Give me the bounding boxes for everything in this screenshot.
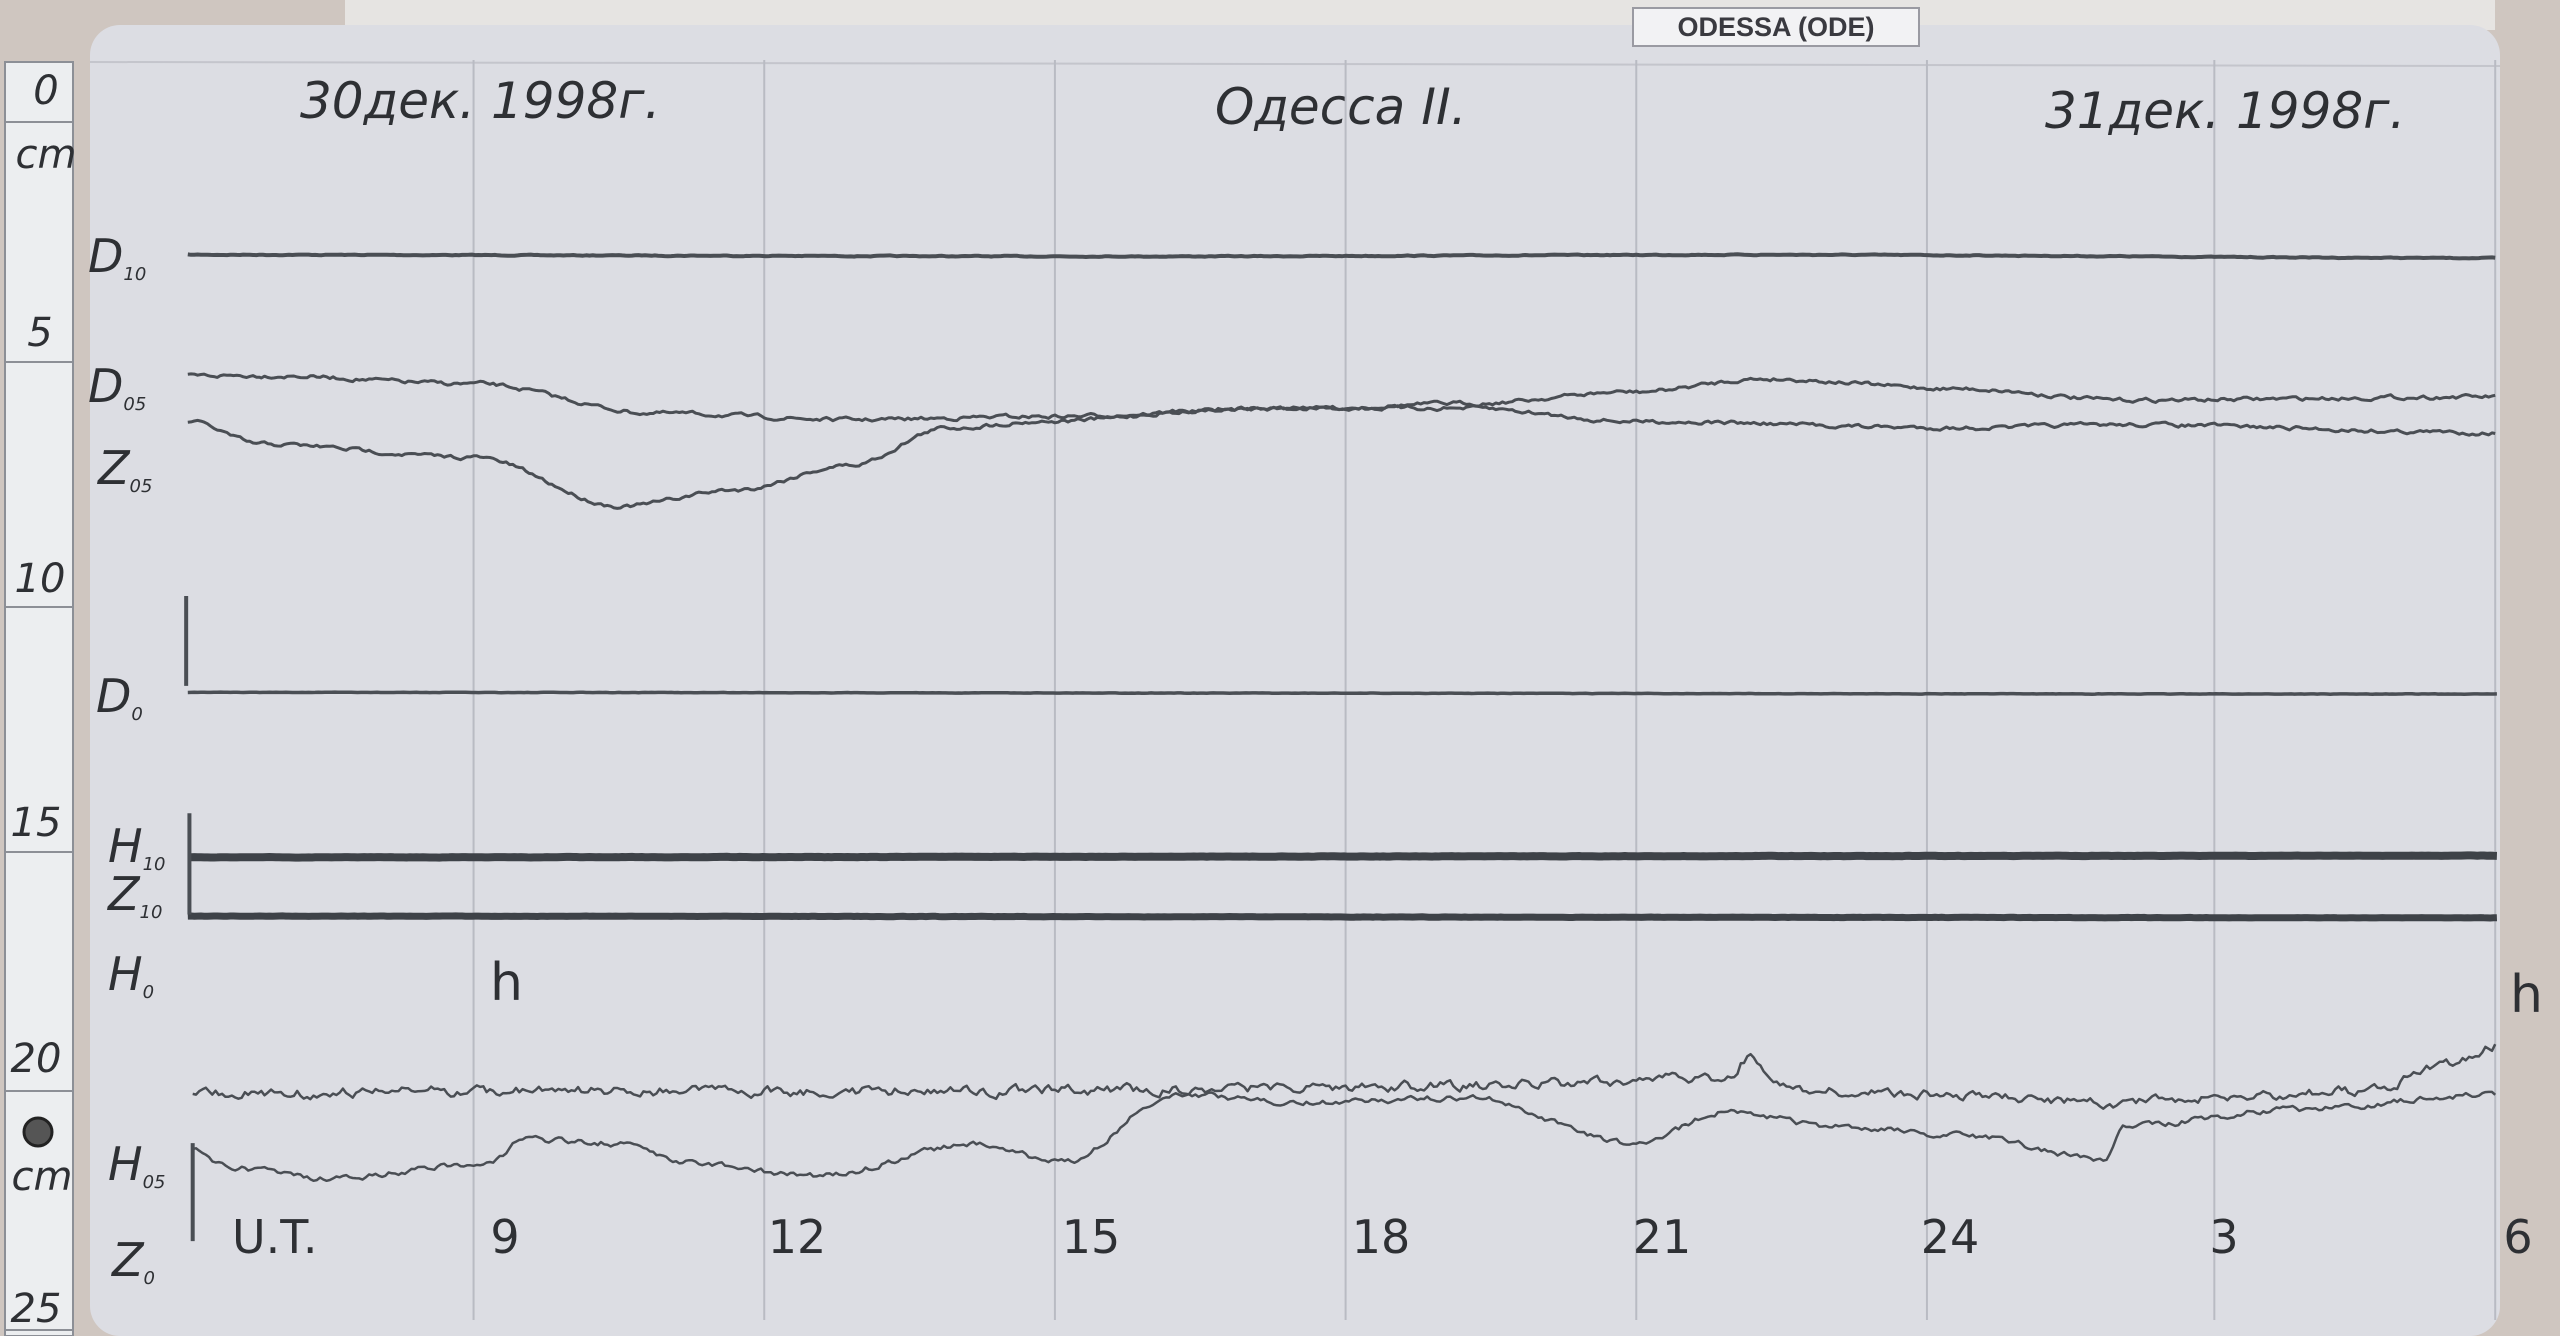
ruler-label: 0 (33, 68, 58, 114)
ruler-label: cm (16, 132, 77, 178)
time-label: U.T. (232, 1210, 318, 1264)
trace (187, 404, 2496, 510)
ruler-eye (22, 1116, 54, 1148)
trace-label: Z10 (106, 867, 162, 923)
time-label: 12 (768, 1210, 827, 1264)
traces (184, 252, 2498, 1242)
ruler-label: 5 (27, 310, 52, 356)
trace-letter: H (108, 819, 143, 873)
date-end: 31дек. 1998г. (2045, 82, 2405, 140)
trace-subscript: 10 (140, 902, 163, 923)
trace (187, 912, 2498, 922)
trace-letter: Z (106, 867, 141, 921)
trace (192, 1090, 2497, 1183)
ruler-scale: 0 cm 5 10 15 20 cm 25 (5, 68, 76, 1332)
trace-letter: D (96, 669, 131, 723)
paper (90, 25, 2500, 1336)
trace-subscript: 0 (143, 982, 154, 1003)
date-start: 30дек. 1998г. (300, 72, 660, 130)
trace-letter: Z (96, 441, 131, 495)
hour-mark: h (490, 953, 523, 1013)
trace-subscript: 0 (144, 1268, 155, 1289)
ruler-label: 20 (11, 1036, 62, 1082)
trace-label: H0 (108, 947, 154, 1003)
ruler-label: 10 (15, 556, 66, 602)
observatory: Одесса II. (1215, 78, 1467, 136)
hour-grid (472, 60, 2497, 1320)
trace-label: H05 (108, 1137, 166, 1193)
trace-letter: Z (110, 1233, 145, 1287)
trace-letter: H (108, 1137, 143, 1191)
time-label: 3 (2209, 1210, 2238, 1264)
trace-subscript: 05 (130, 476, 153, 497)
trace-label: D05 (88, 359, 146, 415)
time-axis: U.T. 9 12 15 18 21 24 3 6 (232, 1210, 2533, 1264)
trace-label: Z05 (96, 441, 152, 497)
time-label: 9 (490, 1210, 519, 1264)
time-label: 6 (2503, 1210, 2532, 1264)
trace (187, 690, 2497, 696)
ruler-label: cm (12, 1154, 73, 1200)
trace (187, 851, 2498, 862)
time-label: 21 (1633, 1210, 1692, 1264)
trace-letter: D (88, 359, 123, 413)
station-tag-box (1632, 7, 1920, 47)
paper-edge (89, 61, 2501, 67)
time-label: 15 (1062, 1210, 1121, 1264)
trace-letter: H (108, 947, 143, 1001)
trace-subscript: 0 (131, 704, 142, 725)
trace-subscript: 10 (143, 854, 166, 875)
trace-subscript: 05 (123, 394, 146, 415)
station-tag: ODESSA (ODE) (1677, 12, 1874, 42)
hour-mark: h (2510, 965, 2543, 1025)
ruler-label: 15 (11, 800, 62, 846)
trace (192, 1043, 2497, 1110)
trace-label: H10 (108, 819, 166, 875)
time-label: 18 (1352, 1210, 1411, 1264)
trace (187, 252, 2496, 261)
trace-subscript: 10 (123, 264, 146, 285)
trace-subscript: 05 (143, 1172, 166, 1193)
time-label: 24 (1921, 1210, 1980, 1264)
ruler-label: 25 (11, 1286, 62, 1332)
trace-label: D0 (96, 669, 143, 725)
trace-label: Z0 (110, 1233, 155, 1289)
trace-label: D10 (88, 229, 146, 285)
trace-letter: D (88, 229, 123, 283)
